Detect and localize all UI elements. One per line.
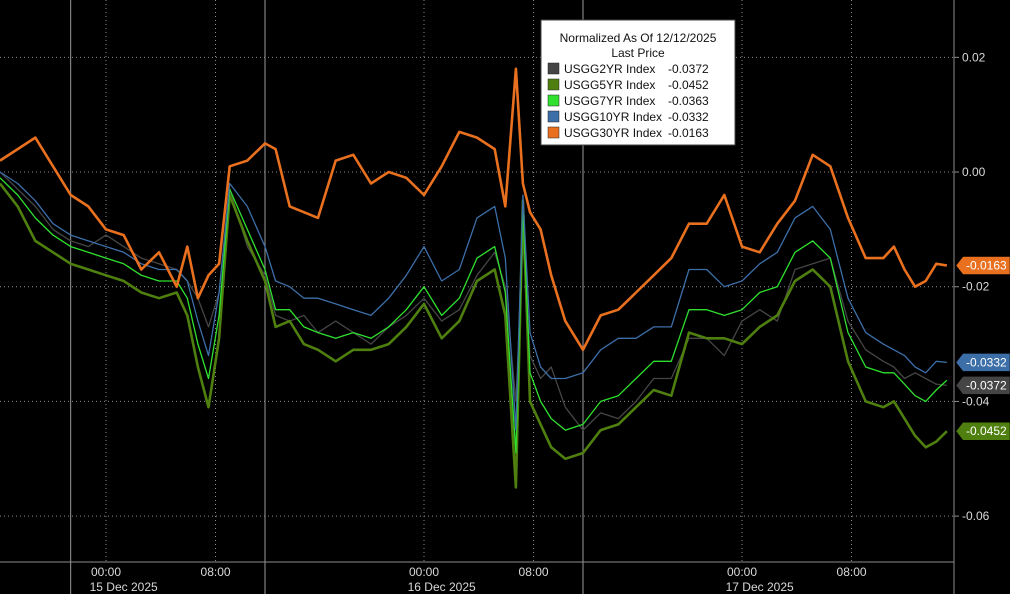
legend-series-value: -0.0163 [668,126,709,140]
legend-swatch [547,62,560,75]
last-price-tag-shape [955,376,1010,395]
x-date-label: 17 Dec 2025 [726,580,794,594]
legend-swatch [547,126,560,139]
x-date-label: 16 Dec 2025 [408,580,476,594]
y-tick-label: 0.00 [962,165,986,179]
y-tick-label: 0.02 [962,50,986,64]
last-price-tag-shape [955,353,1010,372]
legend-series-name: USGG7YR Index [564,94,655,108]
legend-series-name: USGG30YR Index [564,126,662,140]
x-axis: 00:00 08:00 00:00 08:00 00:00 08:00 15 Dec 202… [90,565,867,594]
series-group [0,67,948,489]
last-price-tag: -0.0452 [955,421,1010,441]
series-line-usgg30yr-index [0,67,948,352]
last-price-tag: -0.0372 [955,376,1010,395]
legend-series-name: USGG2YR Index [564,62,655,76]
series-line-usgg5yr-index [0,182,948,489]
last-price-tag: -0.0332 [955,353,1010,372]
x-tick-label: 08:00 [201,565,231,579]
x-tick-label: 00:00 [91,565,121,579]
legend-series-value: -0.0372 [668,62,709,76]
x-tick-label: 08:00 [519,565,549,579]
legend-series-name: USGG10YR Index [564,110,662,124]
legend-swatch [547,110,560,123]
last-price-tag-shape [955,421,1010,441]
x-tick-label: 00:00 [409,565,439,579]
grid [0,0,954,594]
y-tick-label: -0.02 [962,280,990,294]
legend-entries: USGG2YR Index -0.0372 USGG5YR Index -0.0452… [547,62,709,140]
last-price-tag-value: -0.0332 [966,355,1007,369]
legend-series-name: USGG5YR Index [564,78,655,92]
y-tick-label: -0.06 [962,509,990,523]
last-price-tag-value: -0.0163 [966,259,1007,273]
legend: Normalized As Of 12/12/2025 Last Price U… [540,19,736,146]
legend-swatch [547,78,560,91]
x-tick-label: 00:00 [727,565,757,579]
last-price-labels: -0.0372 -0.0452 -0.0332 -0.0163 [955,256,1010,441]
series-line-usgg7yr-index [0,177,948,454]
legend-box [540,19,736,146]
y-tick-label: -0.04 [962,394,990,408]
legend-subtitle: Last Price [611,46,665,60]
legend-series-value: -0.0452 [668,78,709,92]
last-price-tag-shape [955,256,1010,275]
x-date-label: 15 Dec 2025 [90,580,158,594]
legend-title: Normalized As Of 12/12/2025 [560,31,717,45]
y-axis: 0.02 0.00 -0.02 -0.04 -0.06 [954,50,990,523]
legend-swatch [547,94,560,107]
x-tick-label: 08:00 [837,565,867,579]
last-price-tag-value: -0.0372 [966,378,1007,392]
last-price-tag: -0.0163 [955,256,1010,275]
legend-series-value: -0.0363 [668,94,709,108]
last-price-tag-value: -0.0452 [966,424,1007,438]
legend-series-value: -0.0332 [668,110,709,124]
